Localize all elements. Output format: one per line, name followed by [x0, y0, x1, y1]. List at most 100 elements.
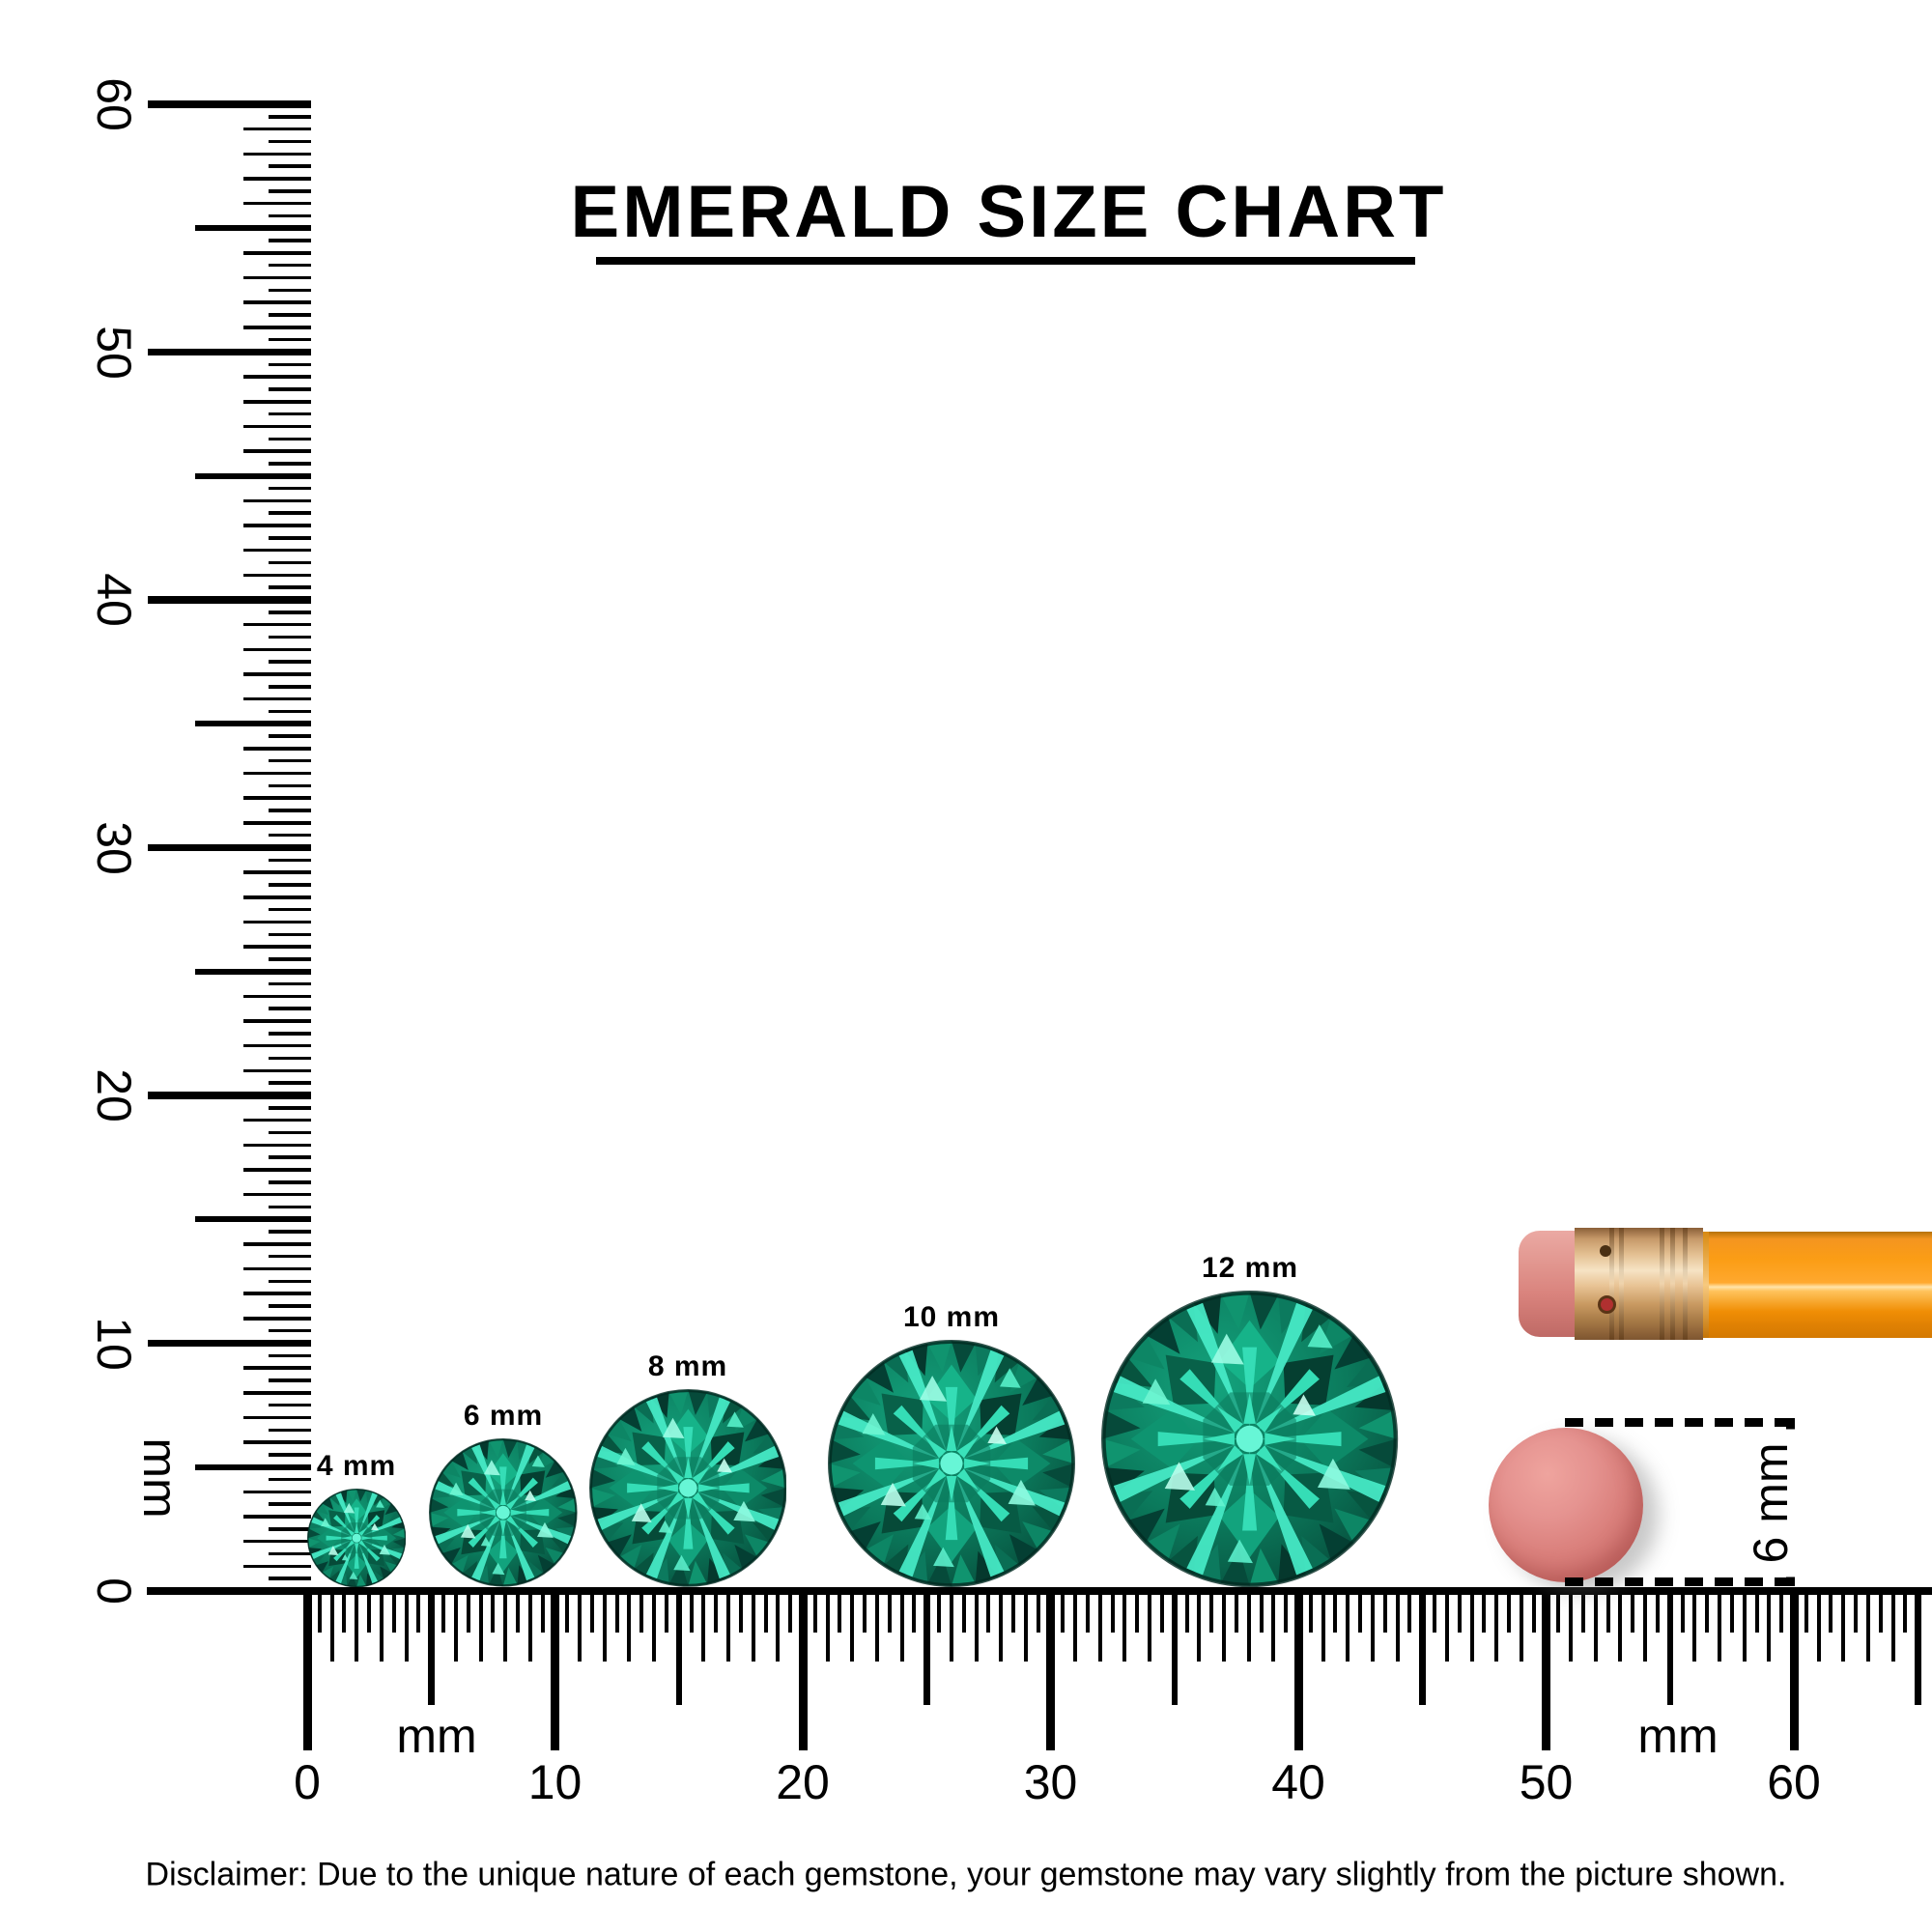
horizontal-ruler-tick	[838, 1594, 842, 1633]
horizontal-ruler-tick	[1110, 1594, 1115, 1633]
vertical-ruler-tick	[269, 1304, 311, 1308]
pencil-body	[1703, 1232, 1932, 1338]
horizontal-ruler-tick	[639, 1594, 644, 1633]
horizontal-ruler-tick	[1271, 1594, 1276, 1662]
horizontal-ruler-tick	[912, 1594, 917, 1633]
horizontal-ruler-tick	[1655, 1594, 1660, 1633]
vertical-ruler-tick	[243, 424, 311, 429]
pencil-eraser-tip	[1519, 1231, 1578, 1337]
vertical-ruler-tick	[243, 895, 311, 899]
horizontal-ruler-tick	[1580, 1594, 1585, 1633]
horizontal-ruler-tick	[565, 1594, 570, 1633]
vertical-ruler-tick	[243, 771, 311, 776]
horizontal-ruler-tick	[1878, 1594, 1883, 1633]
vertical-ruler-number: 30	[87, 820, 141, 875]
horizontal-ruler-tick	[614, 1594, 619, 1633]
horizontal-ruler-tick	[923, 1591, 930, 1705]
horizontal-ruler-unit-label-left: mm	[396, 1709, 477, 1763]
horizontal-ruler-tick	[1407, 1594, 1412, 1633]
vertical-ruler-tick	[243, 1440, 311, 1444]
vertical-ruler-number: 50	[87, 325, 141, 380]
vertical-ruler-tick	[269, 1056, 311, 1061]
vertical-ruler-tick	[269, 239, 311, 242]
ferrule-crimp-ridge	[1609, 1228, 1614, 1340]
vertical-ruler-tick	[243, 127, 311, 131]
horizontal-ruler-tick	[540, 1594, 545, 1633]
horizontal-ruler-tick	[416, 1594, 421, 1633]
vertical-ruler-tick	[269, 932, 311, 937]
horizontal-ruler-number: 0	[294, 1755, 321, 1809]
vertical-ruler-tick	[243, 573, 311, 578]
vertical-ruler-tick	[243, 1019, 311, 1023]
horizontal-ruler-number: 60	[1767, 1755, 1821, 1809]
horizontal-ruler-tick	[355, 1594, 359, 1662]
horizontal-ruler-tick	[379, 1594, 384, 1662]
eraser-size-label: 6 mm	[1743, 1429, 1799, 1577]
vertical-ruler-tick	[269, 437, 311, 441]
horizontal-ruler-tick	[329, 1594, 334, 1662]
vertical-ruler-number: 60	[87, 77, 141, 131]
vertical-ruler-tick	[243, 275, 311, 280]
vertical-ruler-tick	[243, 375, 311, 379]
horizontal-ruler-tick	[1507, 1594, 1512, 1633]
horizontal-ruler-tick	[1370, 1594, 1375, 1662]
horizontal-ruler-tick	[1618, 1594, 1623, 1662]
horizontal-ruler-tick	[986, 1594, 991, 1633]
vertical-ruler-tick	[243, 1068, 311, 1073]
horizontal-ruler-number: 10	[527, 1755, 582, 1809]
horizontal-ruler-baseline	[147, 1587, 1932, 1595]
gem-size-label: 6 mm	[463, 1400, 544, 1433]
horizontal-ruler-tick	[1829, 1594, 1833, 1633]
horizontal-ruler-tick	[701, 1594, 706, 1662]
horizontal-ruler-tick	[1854, 1594, 1859, 1633]
horizontal-ruler-tick	[478, 1594, 483, 1662]
vertical-ruler-tick	[269, 1180, 311, 1184]
horizontal-ruler-tick	[763, 1594, 768, 1633]
horizontal-ruler-tick	[491, 1594, 496, 1633]
page-title: EMERALD SIZE CHART	[570, 171, 1447, 253]
vertical-ruler-tick	[269, 164, 311, 168]
horizontal-ruler-tick	[1395, 1594, 1400, 1662]
vertical-ruler-tick	[243, 1366, 311, 1370]
vertical-ruler-tick	[243, 1391, 311, 1395]
horizontal-ruler-tick	[1433, 1594, 1437, 1633]
disclaimer-text: Disclaimer: Due to the unique nature of …	[145, 1856, 1787, 1893]
vertical-ruler-tick	[269, 858, 311, 863]
vertical-ruler-tick	[269, 1527, 311, 1531]
vertical-ruler-tick	[269, 734, 311, 738]
horizontal-ruler-tick	[466, 1594, 470, 1633]
horizontal-ruler-tick	[664, 1594, 668, 1633]
vertical-ruler-tick	[269, 511, 311, 515]
horizontal-ruler-tick	[1085, 1594, 1090, 1633]
horizontal-ruler-tick	[602, 1594, 607, 1662]
horizontal-ruler-tick	[961, 1594, 966, 1633]
horizontal-ruler-tick	[1903, 1594, 1908, 1633]
horizontal-ruler-tick	[1890, 1594, 1895, 1662]
horizontal-ruler-tick	[1605, 1594, 1610, 1633]
vertical-ruler-tick	[269, 1007, 311, 1010]
horizontal-ruler-tick	[578, 1594, 582, 1662]
horizontal-ruler-tick	[788, 1594, 793, 1633]
horizontal-ruler-tick	[1046, 1590, 1055, 1750]
horizontal-ruler-tick	[1865, 1594, 1870, 1662]
horizontal-ruler-tick	[1494, 1594, 1499, 1662]
vertical-ruler-tick	[243, 1415, 311, 1420]
horizontal-ruler-tick	[825, 1594, 830, 1662]
horizontal-ruler-tick	[798, 1590, 808, 1750]
horizontal-ruler-tick	[1469, 1594, 1474, 1662]
horizontal-ruler-tick	[899, 1594, 904, 1662]
horizontal-ruler-tick	[404, 1594, 409, 1662]
horizontal-ruler-tick	[1680, 1594, 1685, 1633]
vertical-ruler-tick	[195, 968, 311, 975]
horizontal-ruler-tick	[1569, 1594, 1574, 1662]
horizontal-ruler-tick	[1767, 1594, 1772, 1662]
vertical-ruler-tick	[269, 1032, 311, 1036]
horizontal-ruler-tick	[551, 1590, 559, 1750]
horizontal-ruler-tick	[367, 1594, 372, 1633]
vertical-ruler-tick	[243, 326, 311, 329]
vertical-ruler-tick	[269, 1279, 311, 1284]
horizontal-ruler-tick	[999, 1594, 1004, 1662]
vertical-ruler-tick	[269, 833, 311, 838]
vertical-ruler-tick	[269, 1155, 311, 1159]
vertical-ruler-tick	[243, 747, 311, 751]
